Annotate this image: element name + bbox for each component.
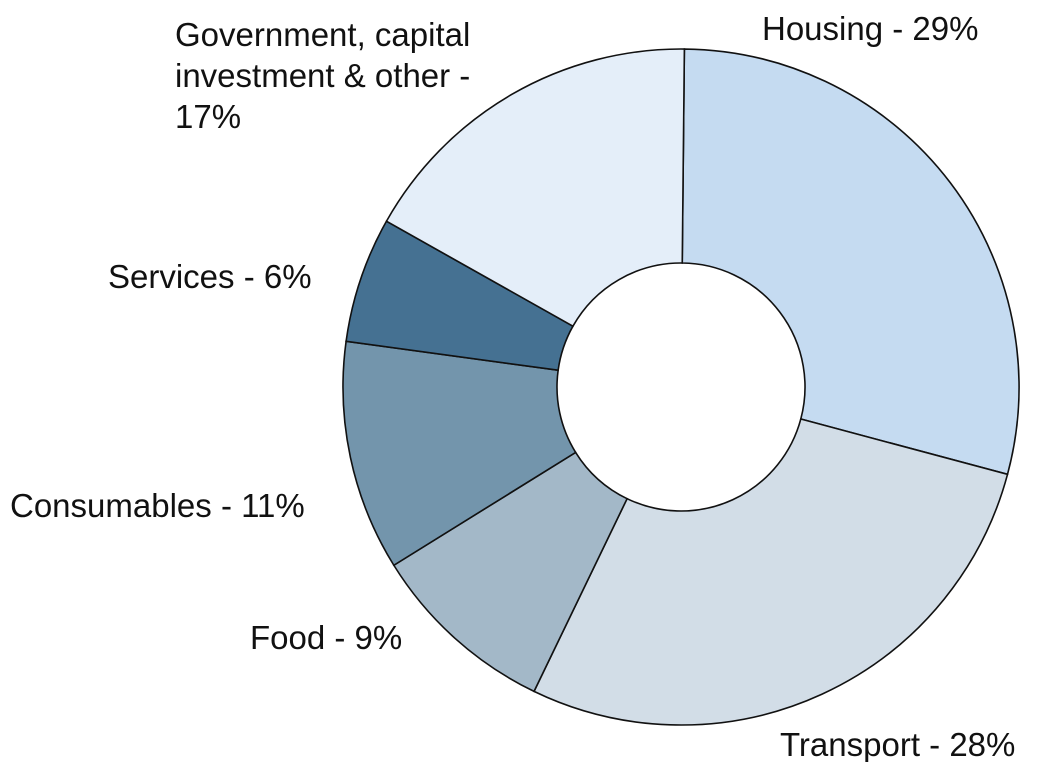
- slice-label: Food - 9%: [250, 619, 403, 656]
- donut-slice: [342, 340, 577, 567]
- donut-slice: [385, 48, 686, 328]
- slice-label: Transport - 28%: [780, 726, 1016, 762]
- donut-slice: [392, 451, 629, 693]
- donut-slice: [681, 48, 1020, 476]
- donut-slice: [532, 418, 1009, 726]
- slice-label: Housing - 29%: [762, 10, 979, 47]
- slice-label: Government, capital investment & other -…: [175, 16, 471, 135]
- slice-label: Consumables - 11%: [10, 487, 305, 524]
- slice-label: Services - 6%: [108, 258, 312, 295]
